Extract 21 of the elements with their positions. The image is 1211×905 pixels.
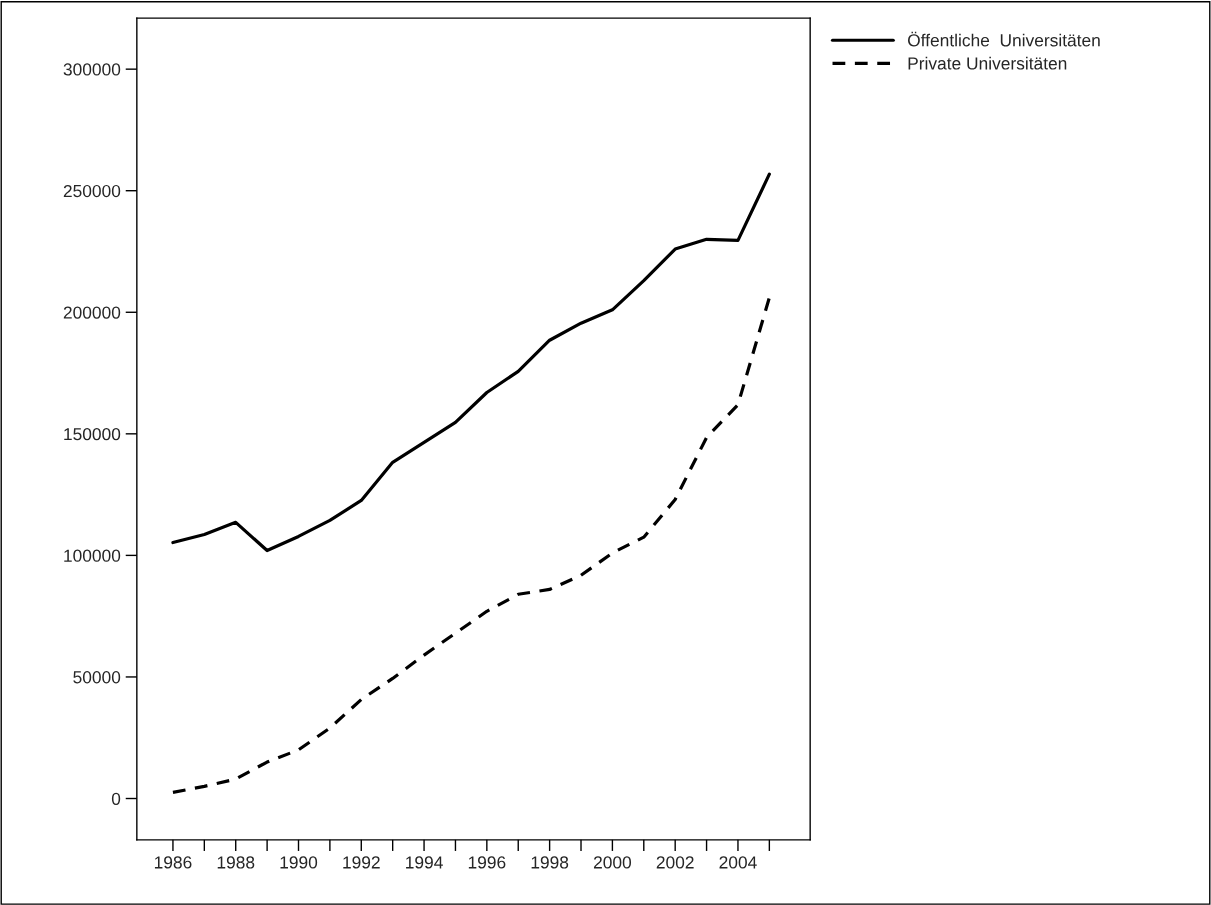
y-tick-label: 100000 [64, 549, 121, 562]
x-tick-label: 2004 [719, 856, 757, 869]
x-tick-label: 1992 [343, 856, 380, 869]
x-tick-label: 1998 [531, 856, 569, 869]
y-tick-label: 0 [111, 792, 121, 805]
x-tick-label: 2000 [593, 856, 632, 869]
x-tick-label: 1990 [280, 856, 318, 869]
line-series [171, 172, 771, 553]
x-tick-label: 2002 [656, 856, 694, 869]
y-tick-label: 200000 [63, 306, 121, 319]
x-tick-label: 1986 [154, 856, 192, 869]
legend-label: Öffentliche Universitäten [907, 31, 1100, 47]
y-tick-label: 150000 [64, 428, 121, 441]
x-tick-label: 1996 [468, 856, 506, 869]
y-tick-label: 250000 [63, 184, 121, 198]
x-tick-label: 1988 [217, 856, 255, 869]
x-tick-label: 1994 [406, 856, 443, 869]
line-series [171, 296, 771, 795]
y-tick-label: 300000 [63, 63, 121, 76]
legend-label: Private Universitäten [908, 56, 1067, 70]
y-tick-label: 50000 [73, 671, 121, 684]
